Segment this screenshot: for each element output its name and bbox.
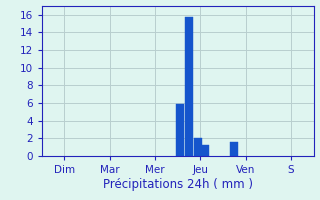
Bar xyxy=(176,104,184,156)
Bar xyxy=(185,17,193,156)
X-axis label: Précipitations 24h ( mm ): Précipitations 24h ( mm ) xyxy=(103,178,252,191)
Bar xyxy=(230,142,238,156)
Bar xyxy=(201,145,209,156)
Bar xyxy=(194,138,202,156)
